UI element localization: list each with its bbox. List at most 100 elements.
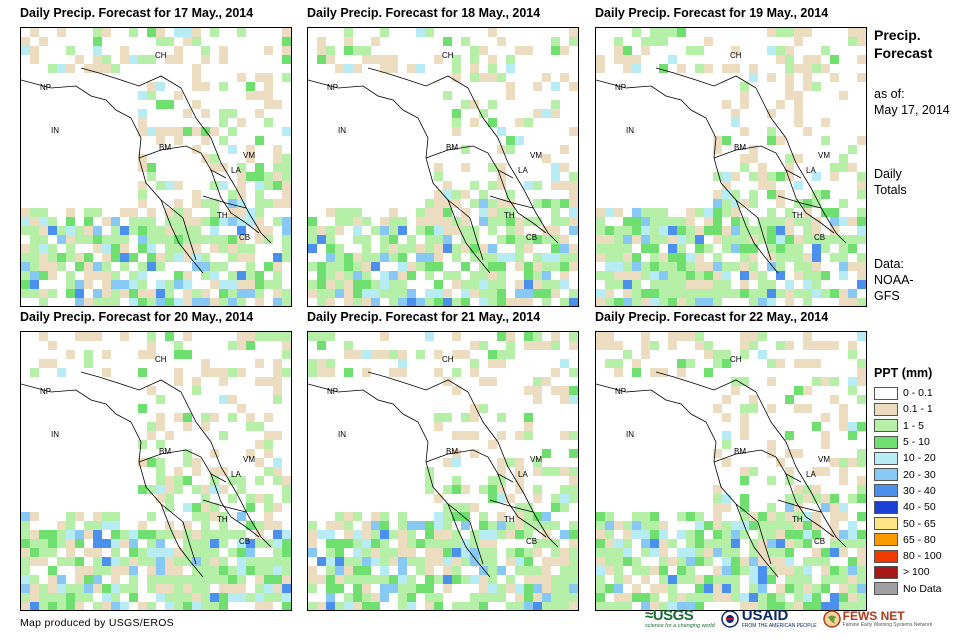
- precip-cell: [641, 298, 650, 306]
- precip-cell: [353, 530, 362, 539]
- precip-cell: [174, 485, 183, 494]
- precip-cell: [749, 557, 758, 566]
- precip-cell: [749, 602, 758, 610]
- precip-cell: [686, 566, 695, 575]
- precip-cell: [255, 566, 264, 575]
- precip-cell: [542, 593, 551, 602]
- precip-cell: [848, 593, 857, 602]
- usgs-logo: ≈USGS science for a changing world: [645, 608, 715, 629]
- boundary-line: [425, 449, 514, 483]
- precip-cell: [596, 548, 605, 557]
- precip-cell: [659, 37, 668, 46]
- precip-cell: [596, 566, 605, 575]
- precip-cell: [443, 190, 452, 199]
- precip-cell: [524, 181, 533, 190]
- precip-cell: [111, 548, 120, 557]
- precip-cell: [830, 512, 839, 521]
- precip-cell: [740, 154, 749, 163]
- precip-cell: [335, 244, 344, 253]
- precip-cell: [174, 226, 183, 235]
- precip-cell: [21, 584, 30, 593]
- precip-cell: [264, 181, 273, 190]
- precip-cell: [695, 575, 704, 584]
- precip-cell: [273, 368, 282, 377]
- precip-cell: [93, 244, 102, 253]
- precip-cell: [452, 539, 461, 548]
- precip-cell: [533, 485, 542, 494]
- precip-cell: [623, 602, 632, 610]
- precip-cell: [812, 64, 821, 73]
- precip-cell: [848, 494, 857, 503]
- precip-cell: [713, 217, 722, 226]
- precip-cell: [84, 332, 93, 341]
- precip-cell: [48, 584, 57, 593]
- precip-cell: [282, 73, 291, 82]
- precip-cell: [749, 73, 758, 82]
- precip-cell: [165, 244, 174, 253]
- precip-cell: [605, 530, 614, 539]
- precip-cell: [677, 359, 686, 368]
- precip-cell: [461, 298, 470, 306]
- precip-cell: [542, 449, 551, 458]
- precip-cell: [57, 575, 66, 584]
- precip-cell: [596, 64, 605, 73]
- legend-swatch: [874, 533, 898, 547]
- panel-title: Daily Precip. Forecast for 21 May., 2014: [307, 310, 541, 324]
- precip-cell: [668, 271, 677, 280]
- precip-cell: [704, 37, 713, 46]
- precip-cell: [434, 512, 443, 521]
- precip-cell: [785, 82, 794, 91]
- precip-cell: [713, 494, 722, 503]
- precip-cell: [803, 359, 812, 368]
- precip-cell: [533, 262, 542, 271]
- precip-cell: [596, 217, 605, 226]
- precip-cell: [704, 584, 713, 593]
- precip-cell: [102, 298, 111, 306]
- precip-cell: [812, 226, 821, 235]
- precip-cell: [102, 593, 111, 602]
- precip-cell: [39, 235, 48, 244]
- precip-cell: [812, 271, 821, 280]
- precip-cell: [228, 368, 237, 377]
- precip-cell: [839, 235, 848, 244]
- precip-cell: [282, 127, 291, 136]
- precip-cell: [605, 512, 614, 521]
- precip-cell: [560, 73, 569, 82]
- precip-cell: [470, 64, 479, 73]
- precip-cell: [237, 485, 246, 494]
- precip-cell: [75, 557, 84, 566]
- precip-cell: [39, 584, 48, 593]
- precip-cell: [201, 566, 210, 575]
- precip-cell: [434, 55, 443, 64]
- precip-cell: [264, 262, 273, 271]
- precip-cell: [84, 566, 93, 575]
- precip-cell: [740, 82, 749, 91]
- precip-cell: [326, 332, 335, 341]
- precip-cell: [749, 512, 758, 521]
- precip-cell: [794, 530, 803, 539]
- precip-cell: [767, 136, 776, 145]
- precip-cell: [551, 253, 560, 262]
- precip-cell: [479, 109, 488, 118]
- precip-cell: [228, 548, 237, 557]
- precip-cell: [380, 332, 389, 341]
- precip-cell: [470, 280, 479, 289]
- precip-cell: [614, 566, 623, 575]
- precip-cell: [66, 548, 75, 557]
- precip-cell: [470, 602, 479, 610]
- precip-cell: [228, 253, 237, 262]
- precip-cell: [353, 539, 362, 548]
- precip-cell: [398, 289, 407, 298]
- precip-cell: [596, 539, 605, 548]
- precip-cell: [48, 244, 57, 253]
- legend-label: > 100: [903, 566, 930, 579]
- precip-cell: [147, 91, 156, 100]
- precip-cell: [848, 530, 857, 539]
- precip-cell: [767, 244, 776, 253]
- precip-cell: [165, 602, 174, 610]
- precip-cell: [722, 548, 731, 557]
- precip-cell: [57, 539, 66, 548]
- precip-cell: [210, 575, 219, 584]
- precip-cell: [308, 289, 317, 298]
